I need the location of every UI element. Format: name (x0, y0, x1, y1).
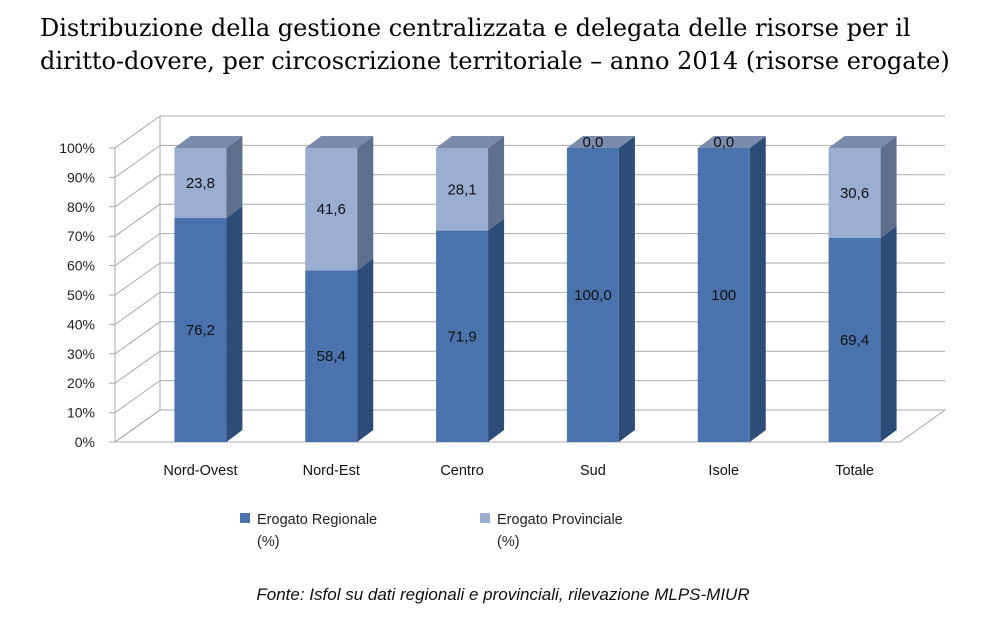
data-label-regionale-nord-ovest: 76,2 (186, 322, 215, 339)
data-label-regionale-nord-est: 58,4 (317, 348, 346, 365)
legend-label-provinciale: Erogato Provinciale (497, 512, 623, 528)
y-tick-label: 0% (75, 434, 95, 450)
gridline-diagonal (114, 262, 161, 296)
bar-side-regionale-sud (618, 136, 635, 442)
bar-provinciale-centro (436, 148, 489, 231)
bar-top-nord-ovest (174, 136, 243, 148)
gridline-diagonal (114, 144, 161, 178)
y-tick-label: 90% (67, 169, 95, 185)
y-tick-label: 20% (67, 375, 95, 391)
bar-side-provinciale-centro (488, 136, 505, 231)
x-tick-label-isole: Isole (708, 463, 739, 479)
x-tick-label-sud: Sud (580, 463, 606, 479)
data-label-provinciale-nord-est: 41,6 (317, 201, 346, 218)
bar-regionale-isole (697, 148, 750, 442)
bar-provinciale-nord-ovest (174, 148, 227, 218)
bar-top-isole (697, 136, 766, 148)
chart-floor (113, 409, 947, 443)
bar-side-regionale-isole (749, 136, 766, 442)
legend-item-provinciale: Erogato Provinciale (%) (480, 509, 667, 553)
chart-title: Distribuzione della gestione centralizza… (40, 14, 950, 75)
x-tick-label-nord-ovest: Nord-Ovest (163, 463, 237, 479)
legend-swatch-regionale (240, 513, 250, 523)
bar-top-totale (828, 136, 897, 148)
bar-provinciale-totale (828, 148, 881, 238)
y-tick-label: 80% (67, 199, 95, 215)
legend-unit-provinciale: (%) (497, 534, 520, 550)
bar-side-provinciale-totale (880, 136, 897, 238)
x-tick-label-totale: Totale (835, 463, 874, 479)
bar-regionale-centro (436, 230, 489, 442)
y-tick-label: 60% (67, 258, 95, 274)
bar-side-regionale-totale (880, 225, 897, 442)
bar-top-sud (566, 136, 635, 148)
y-tick-label: 50% (67, 287, 95, 303)
bar-top-centro (436, 136, 505, 148)
bar-side-regionale-nord-ovest (226, 205, 243, 442)
y-tick-label: 10% (67, 405, 95, 421)
data-label-regionale-sud: 100,0 (574, 287, 612, 304)
legend-unit-regionale: (%) (257, 534, 280, 550)
bar-side-regionale-centro (488, 218, 505, 442)
bar-side-regionale-nord-est (357, 258, 374, 442)
bar-regionale-nord-est (305, 270, 358, 442)
gridline-diagonal (114, 291, 161, 325)
bar-side-provinciale-nord-ovest (226, 136, 243, 218)
legend-swatch-provinciale (480, 513, 490, 523)
x-tick-label-nord-est: Nord-Est (303, 463, 360, 479)
gridline-diagonal (114, 203, 161, 237)
gridline-diagonal (114, 115, 161, 149)
data-label-regionale-isole: 100 (711, 287, 736, 304)
data-label-regionale-totale: 69,4 (840, 332, 869, 349)
gridline-diagonal (114, 380, 161, 414)
data-label-provinciale-nord-ovest: 23,8 (186, 175, 215, 192)
bar-regionale-sud (566, 148, 619, 442)
gridline-diagonal (114, 350, 161, 384)
bar-regionale-totale (828, 237, 881, 442)
gridline-diagonal (114, 233, 161, 267)
y-tick-label: 30% (67, 346, 95, 362)
y-tick-label: 70% (67, 228, 95, 244)
bar-top-nord-est (305, 136, 374, 148)
data-label-provinciale-isole: 0,0 (713, 134, 734, 151)
gridline-diagonal (114, 321, 161, 355)
legend-item-regionale: Erogato Regionale (%) (240, 509, 427, 553)
data-label-provinciale-centro: 28,1 (447, 181, 476, 198)
data-label-regionale-centro: 71,9 (447, 328, 476, 345)
bar-side-provinciale-nord-est (357, 136, 374, 271)
y-tick-label: 100% (59, 140, 95, 156)
bar-regionale-nord-ovest (174, 217, 227, 442)
data-label-provinciale-sud: 0,0 (582, 134, 603, 151)
data-label-provinciale-totale: 30,6 (840, 185, 869, 202)
x-tick-label-centro: Centro (440, 463, 484, 479)
legend-label-regionale: Erogato Regionale (257, 512, 378, 528)
gridline-diagonal (114, 174, 161, 208)
chart-source-note: Fonte: Isfol su dati regionali e provinc… (256, 585, 750, 604)
y-tick-label: 40% (67, 316, 95, 332)
bar-provinciale-nord-est (305, 148, 358, 271)
